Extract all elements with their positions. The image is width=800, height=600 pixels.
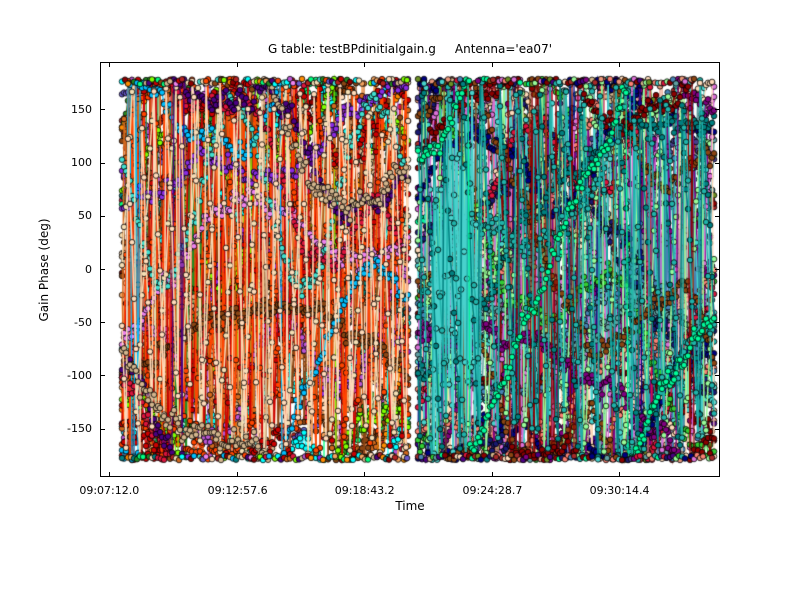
x-tick-mark [364, 472, 366, 476]
x-axis-label: Time [395, 499, 425, 513]
x-tick-label: 09:07:12.0 [79, 484, 140, 497]
y-tick-mark [101, 322, 105, 324]
x-tick-mark [237, 472, 239, 476]
y-tick-mark-right [715, 269, 719, 270]
scatter-canvas [101, 63, 719, 476]
y-tick-mark-right [715, 322, 719, 324]
x-tick-mark-top [237, 63, 239, 67]
x-tick-mark-top [364, 63, 366, 67]
x-tick-label: 09:30:14.4 [589, 484, 650, 497]
y-tick-mark-right [715, 428, 719, 430]
y-tick-mark [101, 269, 105, 270]
y-tick-mark-right [715, 375, 719, 377]
y-tick-label: -100 [67, 368, 92, 382]
x-tick-mark-top [619, 63, 621, 67]
plot-area [100, 62, 720, 477]
x-tick-mark [619, 472, 621, 476]
y-tick-label: 100 [71, 156, 92, 170]
x-tick-label: 09:24:28.7 [462, 484, 523, 497]
y-tick-label: 150 [71, 102, 92, 116]
y-tick-mark [101, 162, 105, 164]
y-tick-label: 0 [85, 262, 92, 276]
y-tick-mark-right [715, 162, 719, 164]
x-tick-mark-top [108, 63, 110, 67]
y-tick-mark [101, 109, 105, 111]
y-tick-mark-right [715, 109, 719, 111]
chart-title: G table: testBPdinitialgain.g Antenna='e… [267, 42, 553, 56]
x-tick-mark-top [491, 63, 493, 67]
y-tick-mark-right [715, 215, 719, 217]
y-tick-label: -50 [74, 315, 92, 329]
y-tick-label: 50 [78, 209, 92, 223]
y-tick-mark [101, 375, 105, 377]
x-tick-mark [491, 472, 493, 476]
y-tick-mark [101, 215, 105, 217]
x-tick-label: 09:18:43.2 [334, 484, 395, 497]
y-axis-label: Gain Phase (deg) [37, 218, 51, 322]
y-tick-mark [101, 428, 105, 430]
x-tick-label: 09:12:57.6 [207, 484, 268, 497]
y-tick-label: -150 [67, 422, 92, 436]
x-tick-mark [108, 472, 110, 476]
